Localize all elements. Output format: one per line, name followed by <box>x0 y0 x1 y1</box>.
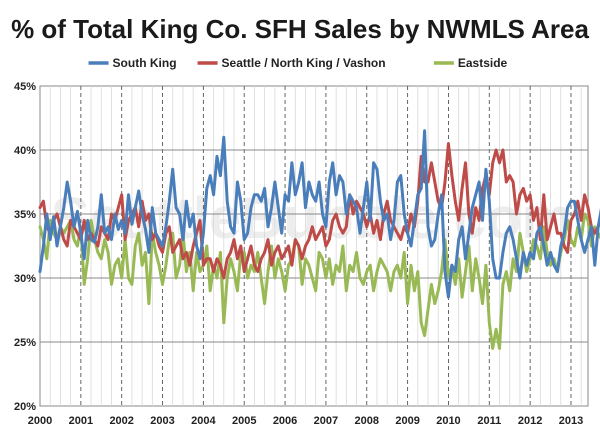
plot-area <box>39 85 589 407</box>
x-tick-label: 2003 <box>150 415 174 427</box>
x-tick-label: 2005 <box>232 415 256 427</box>
plot-border <box>39 85 589 407</box>
x-tick-label: 2000 <box>28 415 52 427</box>
series-layer <box>38 129 600 350</box>
legend-label: South King <box>113 56 177 70</box>
x-tick-label: 2004 <box>191 415 216 427</box>
x-tick-label: 2007 <box>314 415 338 427</box>
x-tick-label: 2011 <box>477 415 501 427</box>
x-tick-label: 2001 <box>69 415 93 427</box>
series-line-south-king <box>38 129 600 299</box>
x-tick-label: 2006 <box>273 415 297 427</box>
legend-label: Eastside <box>458 56 508 70</box>
series-line-seattle-north-king-vashon <box>38 142 600 280</box>
x-tick-label: 2010 <box>436 415 460 427</box>
x-tick-label: 2012 <box>518 415 542 427</box>
y-tick-label: 20% <box>14 401 36 413</box>
y-tick-label: 30% <box>14 273 36 285</box>
y-tick-label: 40% <box>14 145 36 157</box>
legend-label: Seattle / North King / Vashon <box>222 56 386 70</box>
legend: South King Seattle / North King / Vashon E… <box>88 56 508 70</box>
y-axis: 20% 25% 30% 35% 40% 45% <box>14 81 36 413</box>
y-tick-label: 45% <box>14 81 36 93</box>
chart-title: % of Total King Co. SFH Sales by NWMLS A… <box>11 14 589 44</box>
x-axis: 2000 2001 2002 2003 2004 2005 2006 2007 2008 2009… <box>28 415 583 427</box>
x-tick-label: 2009 <box>395 415 419 427</box>
x-tick-label: 2013 <box>559 415 583 427</box>
y-tick-label: 35% <box>14 209 36 221</box>
x-tick-label: 2002 <box>109 415 133 427</box>
y-tick-label: 25% <box>14 337 36 349</box>
x-tick-label: 2008 <box>355 415 379 427</box>
